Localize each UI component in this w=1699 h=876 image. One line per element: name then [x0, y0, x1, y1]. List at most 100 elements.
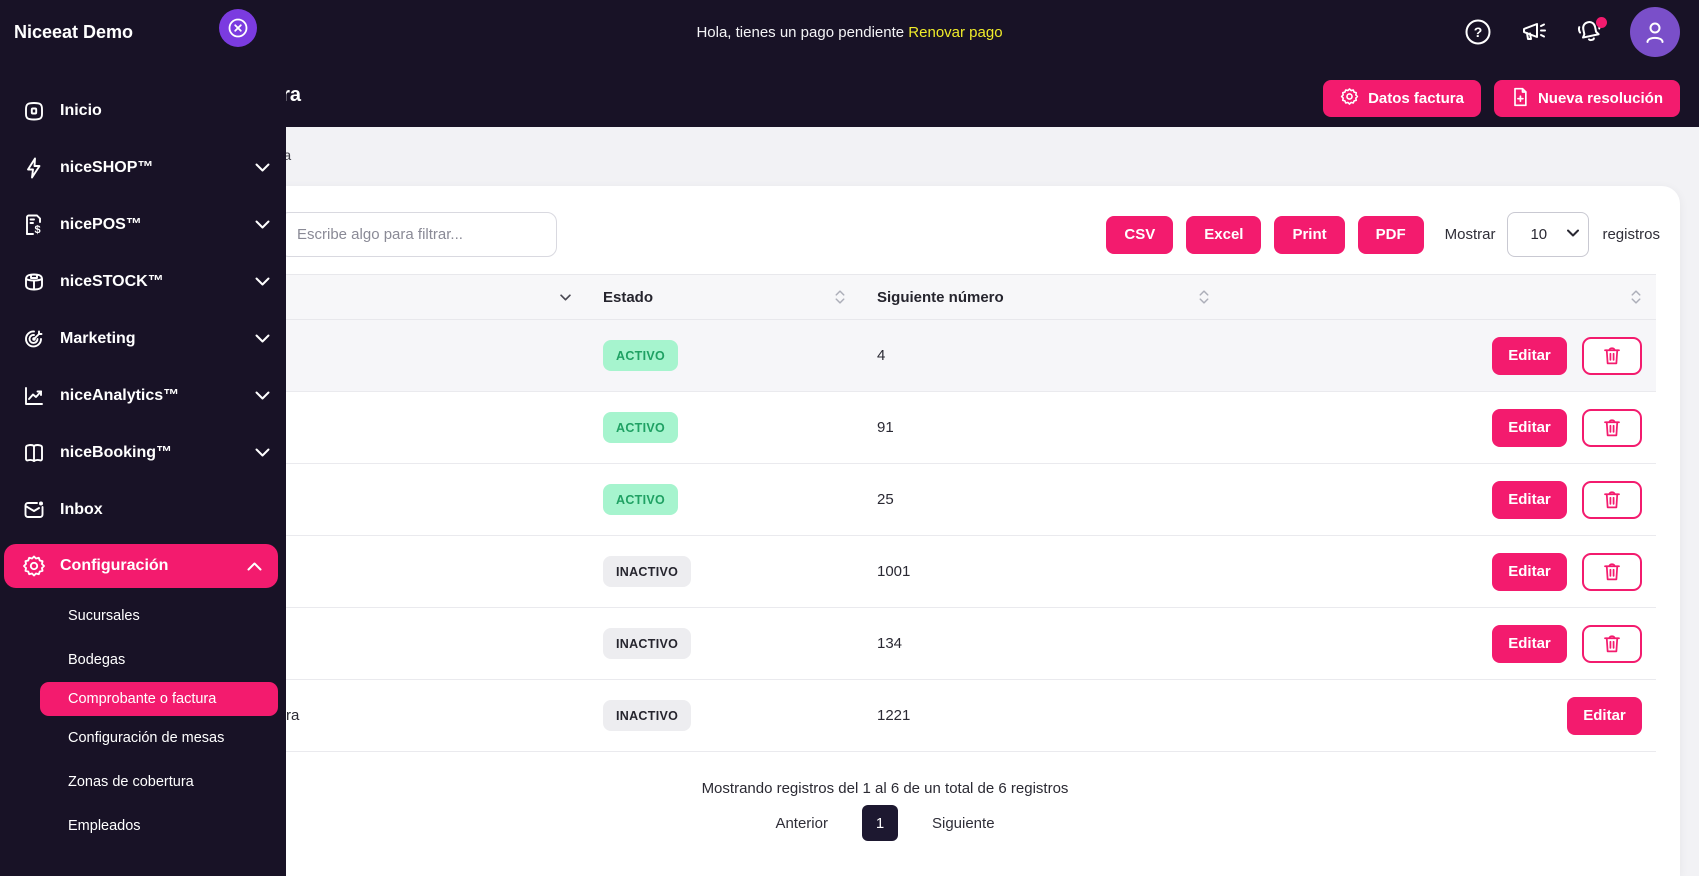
- edit-button[interactable]: Editar: [1492, 624, 1567, 663]
- sidebar-item-label: nicePOS™: [60, 215, 142, 233]
- next-number-value: 4: [877, 347, 886, 364]
- status-badge: INACTIVO: [603, 628, 692, 659]
- delete-button[interactable]: [1582, 480, 1642, 519]
- sidebar-item-label: niceBooking™: [60, 443, 173, 461]
- sidebar-subitem-comprobante-o-factura[interactable]: Comprobante o factura: [40, 682, 278, 716]
- delete-button[interactable]: [1582, 336, 1642, 375]
- sidebar-subitem-zonas-de-cobertura[interactable]: Zonas de cobertura: [0, 760, 286, 804]
- receipt-dollar-icon: $: [26, 214, 41, 236]
- envelope-icon: [24, 501, 44, 518]
- sidebar-subitem-label: Zonas de cobertura: [68, 774, 194, 790]
- chevron-down-icon: [255, 220, 270, 229]
- edit-button[interactable]: Editar: [1492, 336, 1567, 375]
- pending-payment-message: Hola, tienes un pago pendiente Renovar p…: [0, 24, 1699, 41]
- sidebar-item-configuracion[interactable]: Configuración: [4, 544, 278, 588]
- page-size-select[interactable]: 10: [1507, 212, 1590, 257]
- chevron-down-icon: [255, 163, 270, 172]
- notifications-bell-icon[interactable]: [1574, 16, 1607, 48]
- sidebar-subitem-empleados[interactable]: Empleados: [0, 804, 286, 848]
- delete-button[interactable]: [1582, 552, 1642, 591]
- trash-icon: [1604, 563, 1620, 581]
- edit-button[interactable]: Editar: [1492, 480, 1567, 519]
- sidebar-subitem-configuracion-de-mesas[interactable]: Configuración de mesas: [0, 716, 286, 760]
- sidebar-menu: Inicio niceSHOP™ $ nicePOS™: [0, 82, 286, 848]
- sidebar-subitem-label: Sucursales: [68, 608, 140, 624]
- edit-button[interactable]: Editar: [1492, 552, 1567, 591]
- sidebar-item-inicio[interactable]: Inicio: [0, 82, 286, 139]
- column-header-estado[interactable]: Estado: [586, 275, 860, 319]
- nueva-resolucion-label: Nueva resolución: [1537, 90, 1663, 107]
- trash-icon: [1604, 635, 1620, 653]
- svg-text:$: $: [35, 224, 41, 236]
- sidebar-item-nicepos[interactable]: $ nicePOS™: [0, 196, 286, 253]
- sidebar-subitem-label: Comprobante o factura: [68, 691, 217, 707]
- delete-button[interactable]: [1582, 408, 1642, 447]
- export-csv-button[interactable]: CSV: [1106, 215, 1174, 254]
- user-avatar[interactable]: [1630, 7, 1680, 57]
- sidebar-item-label: niceAnalytics™: [60, 386, 180, 404]
- datos-factura-label: Datos factura: [1368, 90, 1464, 107]
- export-print-button[interactable]: Print: [1274, 215, 1345, 254]
- brand-logo[interactable]: Niceeat Demo: [14, 22, 134, 42]
- previous-page-button[interactable]: Anterior: [775, 814, 828, 832]
- column-header-siguiente-numero[interactable]: Siguiente número: [860, 275, 1224, 319]
- next-number-value: 1221: [877, 707, 911, 724]
- sidebar-subitem-label: Bodegas: [68, 652, 126, 668]
- table-toolbar: CSV Excel Print PDF Mostrar 10 registros: [1106, 212, 1660, 257]
- chevron-down-icon: [255, 391, 270, 400]
- table-row: INACTIVO 1001 Editar: [144, 536, 1656, 608]
- sidebar-close-button[interactable]: [219, 9, 257, 47]
- sidebar-item-label: niceSHOP™: [60, 158, 154, 176]
- export-pdf-button[interactable]: PDF: [1357, 215, 1424, 254]
- show-label: Mostrar: [1444, 226, 1496, 243]
- pagination: Anterior 1 Siguiente: [144, 805, 1626, 841]
- sidebar-subitem-sucursales[interactable]: Sucursales: [0, 594, 286, 638]
- records-summary: Mostrando registros del 1 al 6 de un tot…: [701, 780, 1069, 797]
- sidebar-item-nicebooking[interactable]: niceBooking™: [0, 424, 286, 481]
- datos-factura-button[interactable]: Datos factura: [1323, 80, 1481, 117]
- megaphone-icon[interactable]: [1518, 16, 1550, 48]
- notification-dot: [1596, 17, 1607, 28]
- sidebar-item-label: Inbox: [60, 500, 103, 518]
- edit-button[interactable]: Editar: [1567, 696, 1642, 735]
- open-book-icon: [25, 443, 43, 462]
- next-number-value: 1001: [877, 563, 911, 580]
- target-icon: [25, 330, 43, 347]
- column-header-actions[interactable]: [1224, 275, 1656, 319]
- home-icon: [25, 101, 43, 120]
- delete-button[interactable]: [1582, 624, 1642, 663]
- status-badge: ACTIVO: [603, 412, 679, 443]
- search-input[interactable]: [279, 212, 557, 257]
- status-badge: INACTIVO: [603, 556, 692, 587]
- sidebar-item-inbox[interactable]: Inbox: [0, 481, 286, 538]
- chevron-down-icon: [255, 334, 270, 343]
- sidebar-item-niceshop[interactable]: niceSHOP™: [0, 139, 286, 196]
- sort-icon: [835, 290, 845, 304]
- sidebar-item-marketing[interactable]: Marketing: [0, 310, 286, 367]
- sidebar-item-nicestock[interactable]: niceSTOCK™: [0, 253, 286, 310]
- trash-icon: [1604, 491, 1620, 509]
- chevron-down-icon: [255, 277, 270, 286]
- nueva-resolucion-button[interactable]: Nueva resolución: [1493, 80, 1680, 117]
- help-icon[interactable]: ?: [1462, 16, 1494, 48]
- table-row: ra INACTIVO 1221 Editar: [144, 680, 1656, 752]
- current-page-button[interactable]: 1: [861, 805, 898, 841]
- content-card: CSV Excel Print PDF Mostrar 10 registros…: [120, 186, 1680, 876]
- column-header-name[interactable]: [144, 275, 586, 319]
- table-row: INACTIVO 134 Editar: [144, 608, 1656, 680]
- records-label: registros: [1602, 226, 1660, 243]
- sidebar-item-niceanalytics[interactable]: niceAnalytics™: [0, 367, 286, 424]
- status-badge: ACTIVO: [603, 340, 679, 371]
- export-excel-button[interactable]: Excel: [1186, 215, 1262, 254]
- edit-button[interactable]: Editar: [1492, 408, 1567, 447]
- sort-icon: [1631, 290, 1641, 304]
- sort-icon: [1199, 290, 1209, 304]
- lightning-icon: [27, 157, 41, 178]
- renew-payment-link[interactable]: Renovar pago: [908, 24, 1003, 41]
- sidebar-subitem-bodegas[interactable]: Bodegas: [0, 638, 286, 682]
- resolutions-table: Estado Siguiente número: [144, 274, 1656, 752]
- sort-desc-icon: [560, 293, 571, 301]
- next-page-button[interactable]: Siguiente: [931, 814, 995, 832]
- file-plus-icon: [1511, 87, 1529, 111]
- table-row: ACTIVO 91 Editar: [144, 392, 1656, 464]
